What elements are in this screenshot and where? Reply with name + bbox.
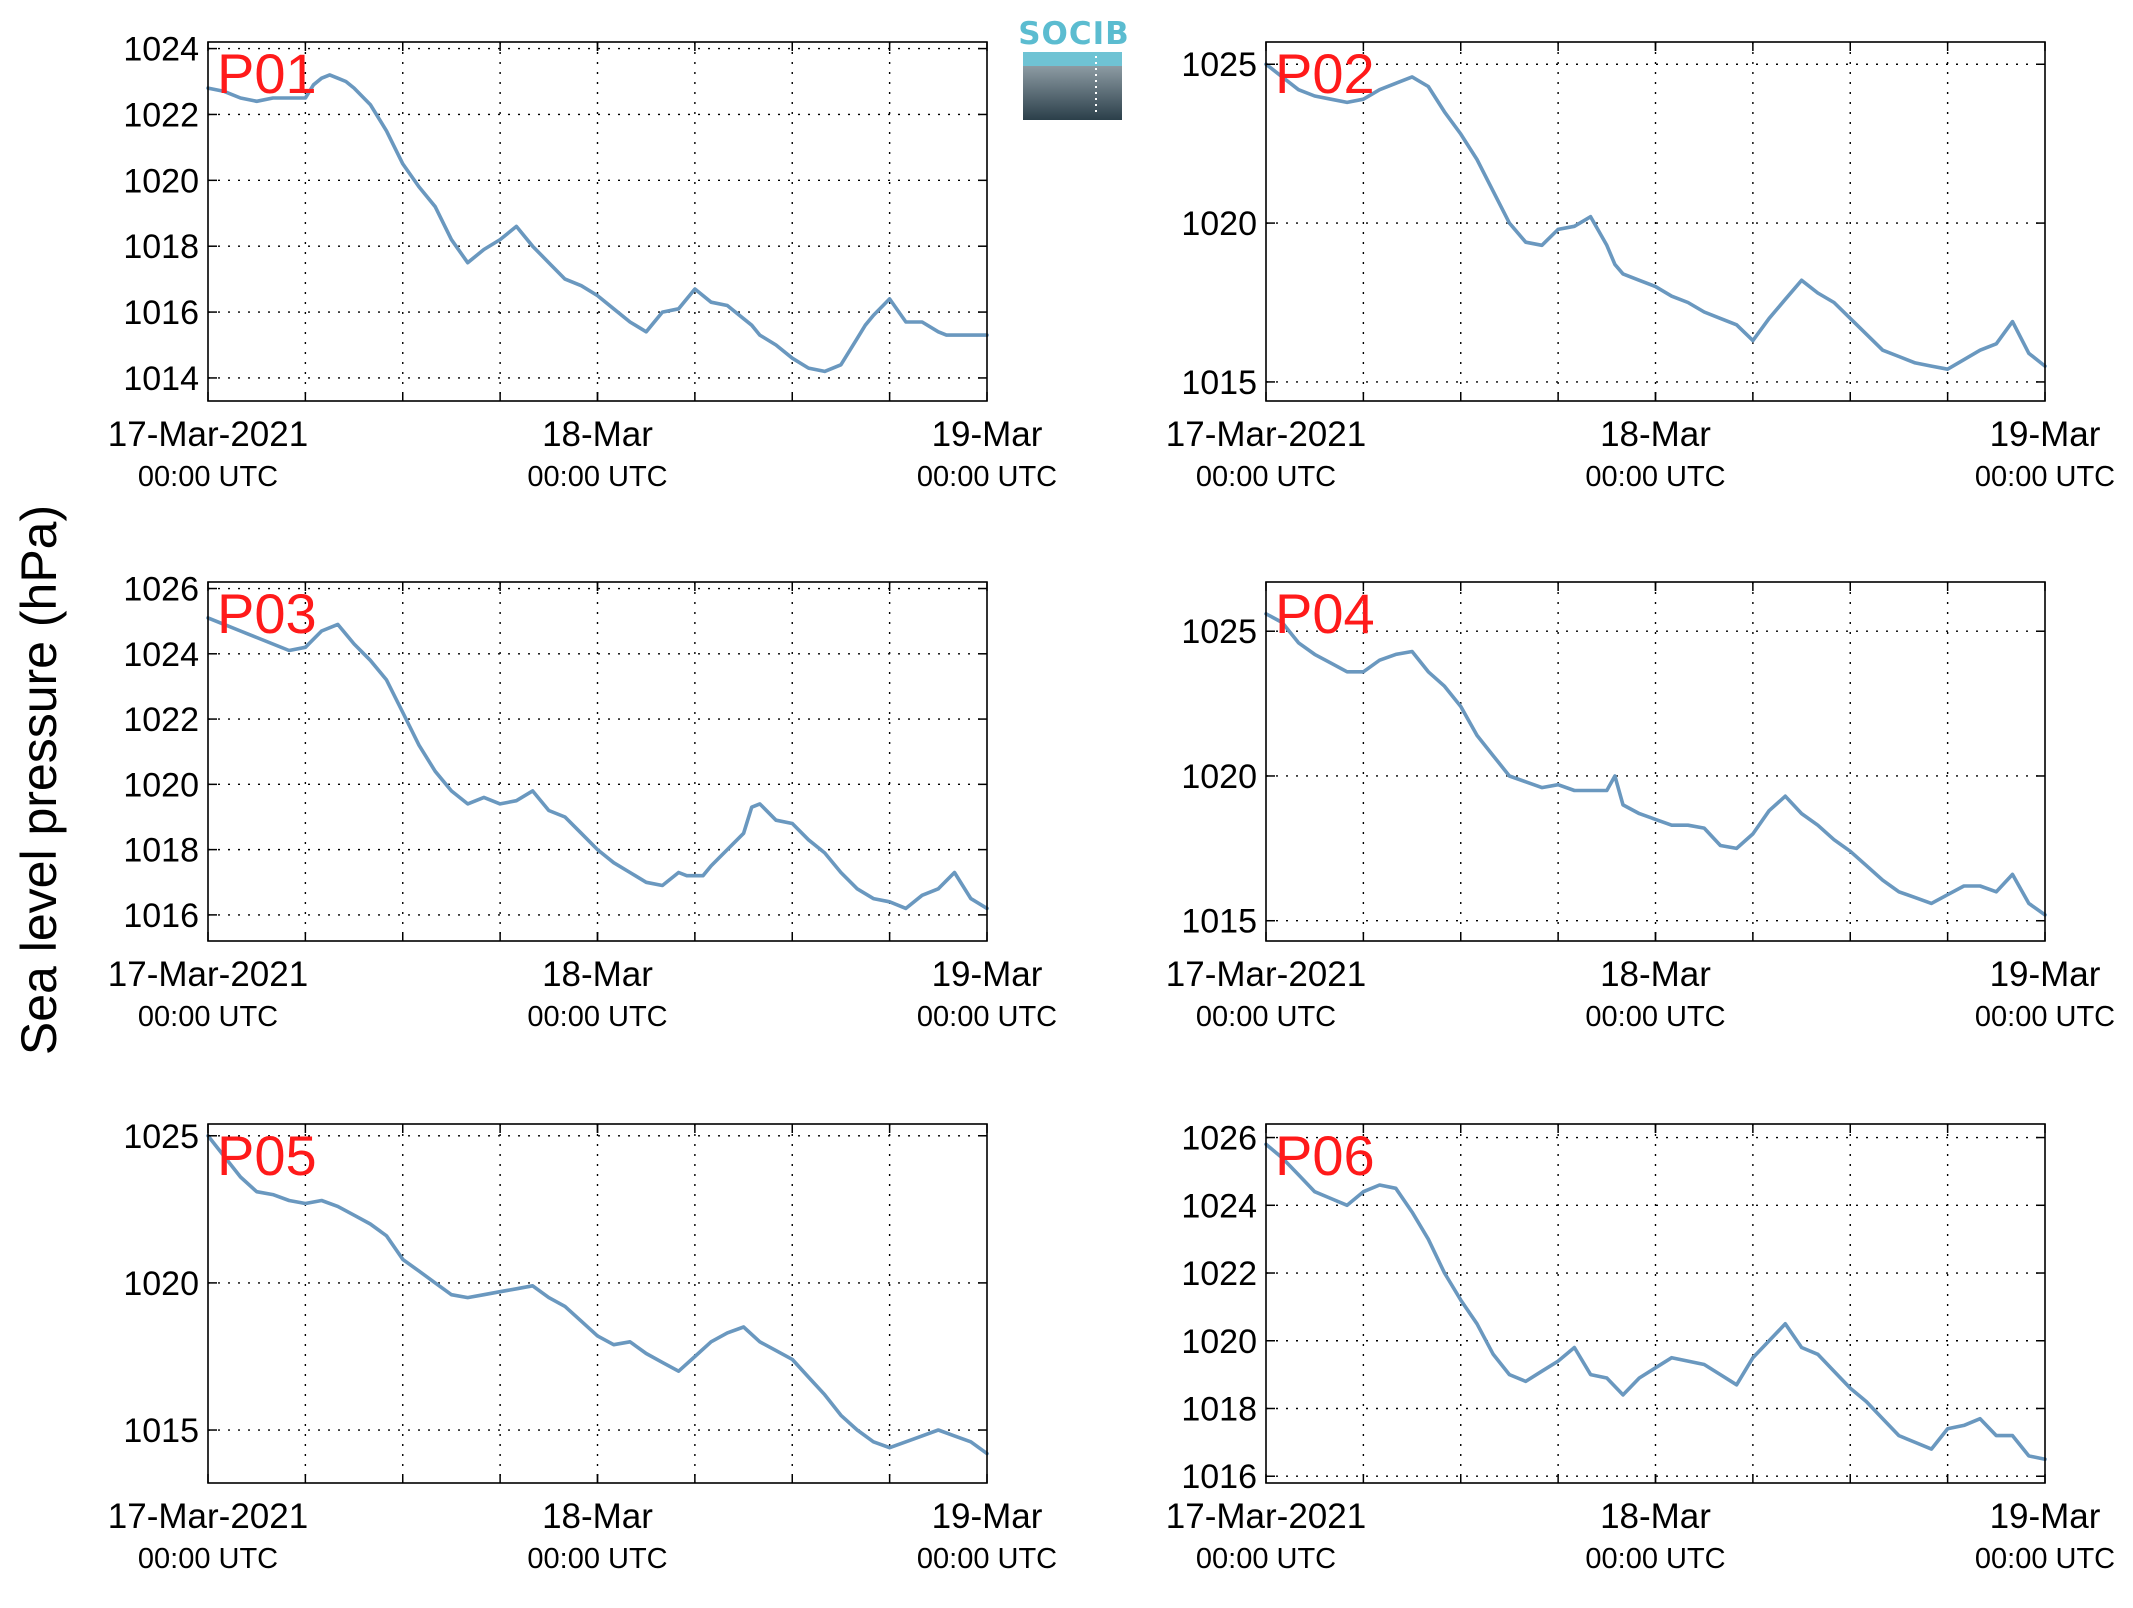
y-tick-label: 1026 — [1181, 1120, 1257, 1158]
socib-logo-text: SOCIB — [1018, 16, 1130, 52]
series-line-p01 — [206, 73, 989, 374]
axes-frame — [207, 41, 988, 402]
x-tick-label-date: 19-Mar — [932, 1497, 1043, 1536]
y-tick-label: 1025 — [1181, 613, 1257, 651]
y-tick-label: 1018 — [123, 228, 199, 266]
x-tick-label-date: 19-Mar — [1990, 955, 2101, 994]
y-tick-label: 1024 — [1181, 1187, 1257, 1225]
series-line-p03 — [206, 616, 989, 911]
x-tick-label-date: 17-Mar-2021 — [108, 955, 308, 994]
x-tick-label-time: 00:00 UTC — [1585, 1001, 1725, 1033]
x-tick-label-date: 17-Mar-2021 — [1166, 955, 1366, 994]
panel-label: P03 — [217, 582, 317, 645]
series-line-p05 — [206, 1134, 989, 1456]
x-tick-label-time: 00:00 UTC — [1975, 461, 2115, 493]
y-tick-label: 1015 — [123, 1412, 199, 1450]
x-tick-label-time: 00:00 UTC — [527, 1001, 667, 1033]
x-tick-label-time: 00:00 UTC — [1585, 461, 1725, 493]
series-line-p02 — [1264, 62, 2047, 372]
x-tick-label-date: 19-Mar — [1990, 415, 2101, 454]
y-tick-label: 1022 — [123, 701, 199, 739]
x-tick-label-date: 19-Mar — [932, 955, 1043, 994]
y-tick-label: 1025 — [123, 1118, 199, 1156]
x-tick-label-date: 19-Mar — [932, 415, 1043, 454]
x-tick-label-time: 00:00 UTC — [138, 1543, 278, 1575]
y-tick-label: 1020 — [123, 1265, 199, 1303]
socib-logo: SOCIB — [1018, 16, 1130, 120]
x-tick-label-time: 00:00 UTC — [1196, 1543, 1336, 1575]
panel-label: P04 — [1275, 582, 1375, 645]
y-tick-label: 1018 — [1181, 1390, 1257, 1428]
x-tick-label-time: 00:00 UTC — [917, 1001, 1057, 1033]
y-tick-label: 1024 — [123, 636, 199, 674]
y-tick-label: 1020 — [123, 162, 199, 200]
panel-p01: 1014 1016 1018 1020 1022 1024 17-Mar-2021 00:00… — [108, 31, 1057, 493]
x-tick-label-date: 18-Mar — [1600, 1497, 1711, 1536]
panel-p06: 1016 1018 1020 1022 1024 1026 17-Mar-2021 00:00… — [1166, 1120, 2115, 1575]
x-tick-label-time: 00:00 UTC — [917, 1543, 1057, 1575]
panel-label: P02 — [1275, 42, 1375, 105]
y-tick-label: 1026 — [123, 571, 199, 609]
x-tick-label-date: 17-Mar-2021 — [1166, 415, 1366, 454]
panel-p03: 1016 1018 1020 1022 1024 1026 17-Mar-2021 00:00… — [108, 571, 1057, 1033]
x-tick-label-time: 00:00 UTC — [527, 1543, 667, 1575]
axes-frame — [207, 1123, 988, 1484]
x-tick-label-date: 18-Mar — [1600, 415, 1711, 454]
panel-p02: 1015 1020 1025 17-Mar-2021 00:00 UTC 18-Mar 00… — [1166, 41, 2115, 493]
y-tick-label: 1024 — [123, 31, 199, 69]
series-line-p06 — [1264, 1142, 2047, 1462]
panels: 1014 1016 1018 1020 1022 1024 17-Mar-2021 00:00… — [108, 31, 2115, 1575]
x-tick-label-time: 00:00 UTC — [1196, 461, 1336, 493]
y-tick-label: 1020 — [1181, 1323, 1257, 1361]
y-tick-label: 1020 — [1181, 758, 1257, 796]
y-tick-label: 1015 — [1181, 364, 1257, 402]
series-line-p04 — [1264, 611, 2047, 917]
panel-label: P01 — [217, 42, 317, 105]
socib-logo-band — [1023, 52, 1122, 66]
y-tick-label: 1018 — [123, 832, 199, 870]
x-tick-label-date: 17-Mar-2021 — [108, 415, 308, 454]
x-tick-label-date: 17-Mar-2021 — [108, 1497, 308, 1536]
panel-label: P05 — [217, 1124, 317, 1187]
x-tick-label-date: 17-Mar-2021 — [1166, 1497, 1366, 1536]
x-tick-label-time: 00:00 UTC — [917, 461, 1057, 493]
x-tick-label-time: 00:00 UTC — [1975, 1001, 2115, 1033]
x-tick-label-time: 00:00 UTC — [1585, 1543, 1725, 1575]
x-tick-label-date: 18-Mar — [1600, 955, 1711, 994]
axes-frame — [207, 581, 988, 942]
y-axis-label: Sea level pressure (hPa) — [11, 505, 67, 1055]
x-tick-label-time: 00:00 UTC — [527, 461, 667, 493]
panel-p04: 1015 1020 1025 17-Mar-2021 00:00 UTC 18-Mar 00… — [1166, 581, 2115, 1033]
y-tick-label: 1015 — [1181, 903, 1257, 941]
x-tick-label-date: 19-Mar — [1990, 1497, 2101, 1536]
x-tick-label-time: 00:00 UTC — [138, 1001, 278, 1033]
x-tick-label-date: 18-Mar — [542, 955, 653, 994]
panel-label: P06 — [1275, 1124, 1375, 1187]
x-tick-label-date: 18-Mar — [542, 1497, 653, 1536]
y-tick-label: 1016 — [1181, 1458, 1257, 1496]
y-tick-label: 1014 — [123, 360, 199, 398]
y-tick-label: 1022 — [123, 96, 199, 134]
y-tick-label: 1025 — [1181, 46, 1257, 84]
y-tick-label: 1016 — [123, 294, 199, 332]
y-tick-label: 1020 — [1181, 205, 1257, 243]
x-tick-label-time: 00:00 UTC — [1196, 1001, 1336, 1033]
y-tick-label: 1016 — [123, 897, 199, 935]
axes-frame — [1265, 581, 2046, 942]
panel-p05: 1015 1020 1025 17-Mar-2021 00:00 UTC 18-Mar 00… — [108, 1118, 1057, 1575]
axes-frame — [1265, 41, 2046, 402]
y-tick-label: 1020 — [123, 766, 199, 804]
axes-frame — [1265, 1123, 2046, 1484]
x-tick-label-date: 18-Mar — [542, 415, 653, 454]
x-tick-label-time: 00:00 UTC — [138, 461, 278, 493]
y-tick-label: 1022 — [1181, 1255, 1257, 1293]
x-tick-label-time: 00:00 UTC — [1975, 1543, 2115, 1575]
